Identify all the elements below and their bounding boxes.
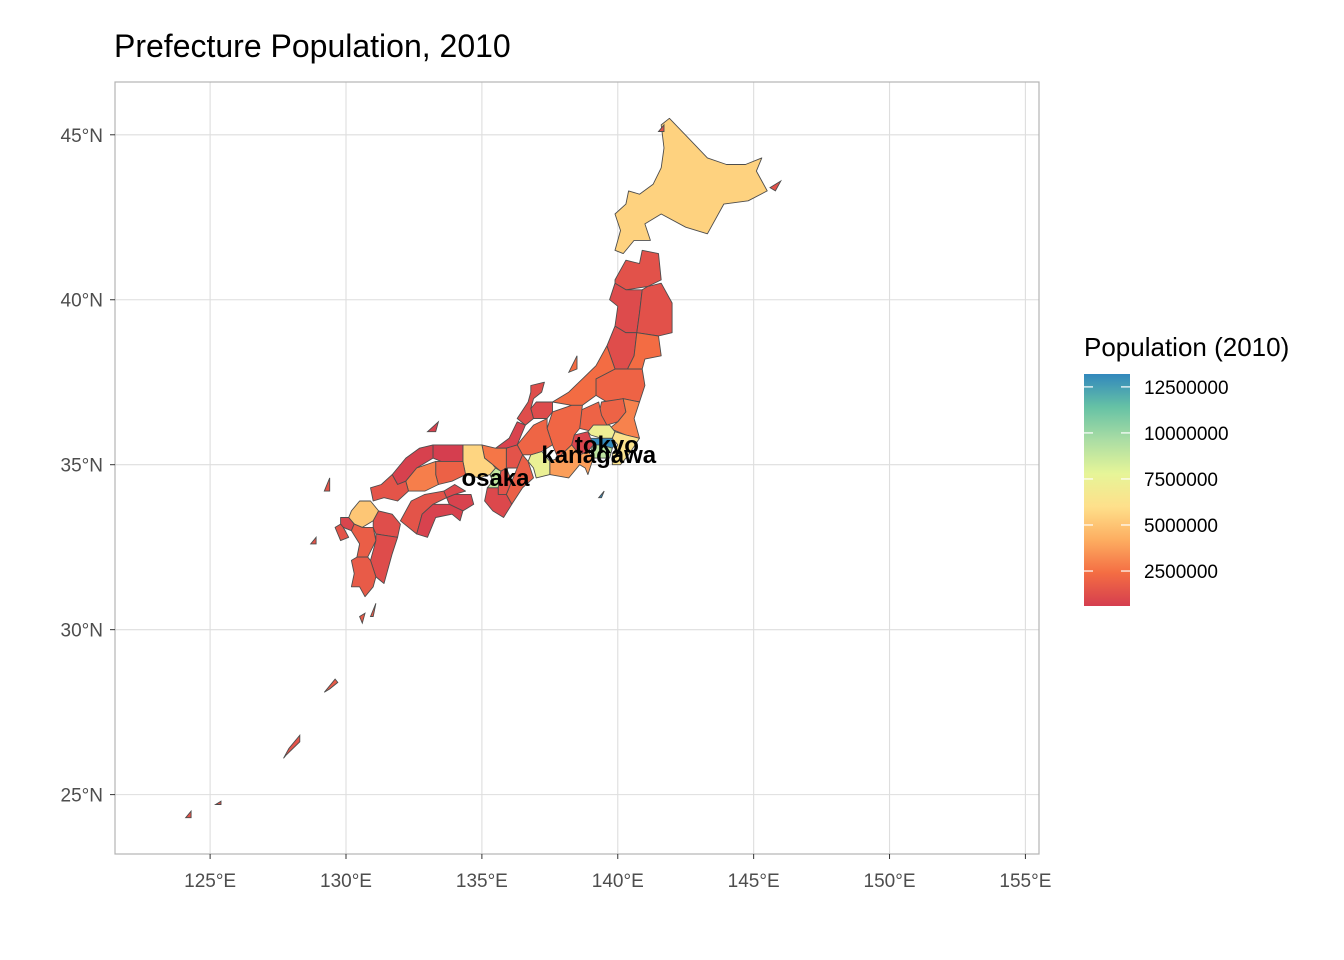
- x-tick-label: 140°E: [592, 871, 644, 892]
- legend-tick-label: 5000000: [1144, 516, 1218, 537]
- region-hokkaido: [614, 117, 768, 255]
- x-tick-label: 150°E: [864, 871, 916, 892]
- x-tick-label: 130°E: [320, 871, 372, 892]
- region-oita: [372, 510, 401, 538]
- y-tick-label: 30°N: [61, 621, 103, 642]
- region-yamaguchi: [370, 474, 409, 502]
- region-aomori: [614, 249, 662, 291]
- y-tick-label: 25°N: [61, 786, 103, 807]
- label-osaka: osaka: [461, 465, 530, 492]
- x-tick-label: 125°E: [184, 871, 236, 892]
- legend-tick-label: 7500000: [1144, 470, 1218, 491]
- y-tick-label: 40°N: [61, 291, 103, 312]
- island-12: [769, 179, 783, 192]
- region-iwate: [636, 282, 673, 337]
- island-0: [283, 733, 301, 759]
- region-chiba: [611, 431, 640, 466]
- region-kanagawa: [590, 444, 613, 459]
- panel-border: [114, 81, 1040, 855]
- region-kochi: [416, 503, 464, 538]
- legend-tick-label: 12500000: [1144, 378, 1229, 399]
- region-hiroshima: [405, 460, 439, 492]
- island-1: [184, 809, 192, 819]
- island-8: [426, 420, 440, 433]
- y-tick-label: 35°N: [61, 456, 103, 477]
- island-4: [359, 612, 366, 625]
- label-kanagawa: kanagawa: [541, 442, 656, 469]
- region-shizuoka: [549, 444, 594, 479]
- island-7: [323, 477, 331, 492]
- region-kagoshima: [350, 556, 377, 598]
- gridlines: [115, 82, 1039, 854]
- region-toyama: [530, 401, 553, 419]
- legend-tick-label: 10000000: [1144, 424, 1229, 445]
- island-10: [597, 490, 605, 499]
- axis-tick-labels: 125°E 130°E 135°E 140°E 145°E 150°E 155°E 25°N 3…: [61, 126, 1052, 892]
- island-2: [214, 800, 222, 805]
- region-miyazaki: [370, 533, 399, 584]
- region-akita: [609, 282, 643, 334]
- island-11: [657, 123, 665, 132]
- region-ishikawa: [516, 381, 545, 426]
- x-tick-label: 135°E: [456, 871, 508, 892]
- island-6: [309, 536, 317, 545]
- legend-tick-label: 2500000: [1144, 562, 1218, 583]
- region-miyagi: [625, 332, 662, 373]
- prefecture-regions: [184, 117, 783, 819]
- region-nagasaki: [334, 523, 350, 542]
- region-gifu: [516, 418, 553, 456]
- label-tokyo: tokyo: [575, 432, 639, 459]
- region-tottori: [432, 444, 464, 462]
- legend-title: Population (2010): [1084, 332, 1290, 362]
- legend-colorbar: [1084, 374, 1130, 606]
- island-3: [323, 678, 339, 693]
- region-kumamoto: [350, 523, 377, 558]
- island-9: [567, 355, 578, 374]
- x-tick-label: 145°E: [728, 871, 780, 892]
- x-tick-label: 155°E: [999, 871, 1051, 892]
- y-tick-label: 45°N: [61, 126, 103, 147]
- island-5: [369, 603, 377, 617]
- legend: 2500000 5000000 7500000 10000000 12500000: [1084, 374, 1229, 606]
- region-wakayama: [484, 487, 513, 518]
- region-aichi: [527, 451, 551, 479]
- chart-title: Prefecture Population, 2010: [114, 28, 511, 64]
